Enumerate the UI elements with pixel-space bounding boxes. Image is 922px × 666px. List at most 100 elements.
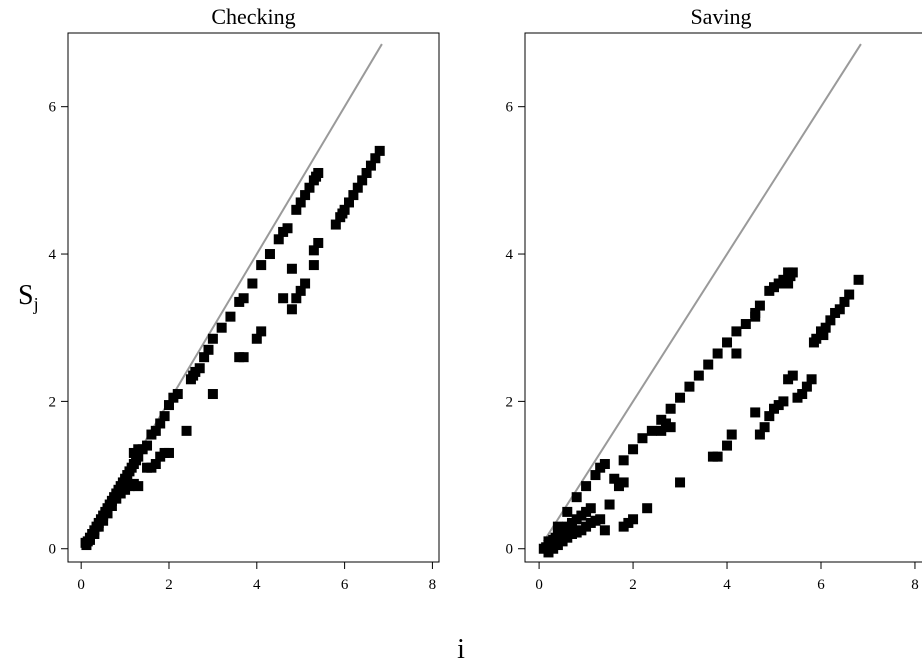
x-tick-label: 2	[629, 577, 637, 593]
data-point	[552, 521, 563, 532]
data-point	[722, 440, 733, 451]
data-point	[286, 304, 297, 315]
data-point	[337, 208, 348, 219]
data-point	[656, 425, 667, 436]
data-point	[808, 337, 819, 348]
data-point	[343, 197, 354, 208]
x-tick-label: 0	[77, 577, 85, 593]
data-point	[820, 322, 831, 333]
data-point	[684, 381, 695, 392]
data-point	[590, 470, 601, 481]
data-point	[665, 422, 676, 433]
x-tick-label: 6	[817, 577, 825, 593]
x-tick-label: 8	[911, 577, 919, 593]
data-point	[282, 223, 293, 234]
data-point	[778, 396, 789, 407]
data-point	[806, 374, 817, 385]
data-point	[194, 363, 205, 374]
data-point	[308, 260, 319, 271]
data-point	[84, 534, 95, 545]
data-point	[159, 411, 170, 422]
data-point	[750, 307, 761, 318]
data-point	[844, 289, 855, 300]
data-point	[181, 425, 192, 436]
data-point	[604, 499, 615, 510]
y-tick-label: 4	[49, 247, 57, 263]
data-point	[98, 515, 109, 526]
data-point	[216, 322, 227, 333]
data-point	[203, 344, 214, 355]
data-point	[89, 529, 100, 540]
y-tick-label: 2	[506, 394, 514, 410]
data-point	[787, 267, 798, 278]
data-point	[628, 444, 639, 455]
data-point	[256, 260, 267, 271]
y-tick-label: 2	[49, 394, 57, 410]
data-point	[330, 219, 341, 230]
y-tick-label: 4	[506, 247, 514, 263]
data-point	[675, 392, 686, 403]
data-point	[783, 278, 794, 289]
data-point	[102, 508, 113, 519]
data-point	[308, 245, 319, 256]
x-tick-label: 2	[165, 577, 173, 593]
data-point	[256, 326, 267, 337]
reference-line	[542, 43, 862, 542]
chart-title: Checking	[211, 4, 295, 29]
data-point	[352, 182, 363, 193]
data-point	[93, 521, 104, 532]
y-tick-label: 6	[506, 100, 514, 116]
data-point	[199, 352, 210, 363]
data-point	[618, 455, 629, 466]
data-point	[853, 274, 864, 285]
data-point	[731, 326, 742, 337]
data-point	[637, 433, 648, 444]
data-point	[374, 145, 385, 156]
data-point	[628, 514, 639, 525]
data-point	[646, 425, 657, 436]
data-point	[225, 311, 236, 322]
saving-panel: Saving 0 2 4 6 8 0 2 4 6	[506, 4, 922, 593]
chart-title: Saving	[690, 4, 751, 29]
data-point	[595, 514, 606, 525]
data-point	[313, 237, 324, 248]
data-point	[675, 477, 686, 488]
data-point	[106, 501, 117, 512]
y-tick-label: 0	[506, 542, 514, 558]
y-axis-label: Sj	[18, 280, 39, 314]
data-point	[818, 330, 829, 341]
data-point	[163, 447, 174, 458]
x-tick-label: 4	[723, 577, 731, 593]
y-tick-label: 0	[49, 542, 57, 558]
data-point	[712, 451, 723, 462]
plot-frame	[524, 32, 922, 563]
data-point	[304, 182, 315, 193]
y-tick-label: 6	[49, 100, 57, 116]
data-point	[247, 278, 258, 289]
x-tick-label: 8	[429, 577, 437, 593]
data-point	[562, 506, 573, 517]
data-point	[300, 190, 311, 201]
data-point	[207, 333, 218, 344]
data-point	[150, 425, 161, 436]
data-point	[801, 381, 812, 392]
data-point	[797, 389, 808, 400]
data-point	[609, 473, 620, 484]
data-point	[133, 481, 144, 492]
data-point	[300, 278, 311, 289]
x-tick-label: 4	[253, 577, 261, 593]
data-point	[111, 493, 122, 504]
data-point	[599, 459, 610, 470]
data-point	[618, 477, 629, 488]
data-point	[726, 429, 737, 440]
data-point	[787, 370, 798, 381]
data-point	[585, 503, 596, 514]
data-point	[238, 352, 249, 363]
checking-panel: Checking 0 2 4 6 8 0 2 4 6 Sj	[18, 4, 440, 593]
data-point	[599, 525, 610, 536]
x-axis-label: i	[457, 634, 465, 665]
data-point	[370, 153, 381, 164]
data-point	[693, 370, 704, 381]
data-point	[150, 459, 161, 470]
